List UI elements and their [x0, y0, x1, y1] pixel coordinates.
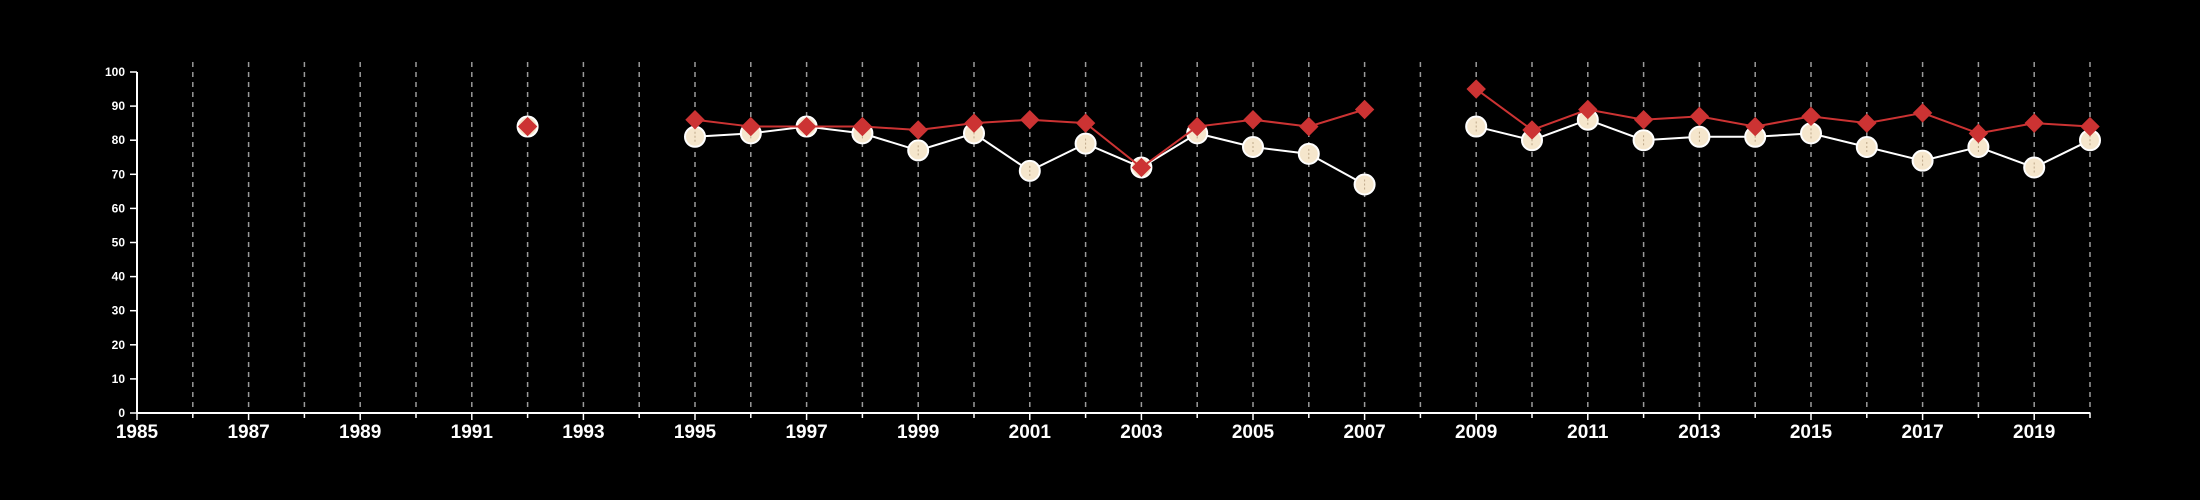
x-tick-label-2003: 2003 — [1120, 422, 1162, 443]
diamond-point-2018 — [1968, 123, 1989, 144]
x-tick-label-1985: 1985 — [116, 422, 159, 443]
y-tick-label-70: 70 — [112, 167, 126, 181]
diamond-point-1998 — [852, 116, 873, 137]
diamond-point-2005 — [1243, 110, 1263, 130]
diamond-point-2012 — [1633, 110, 1654, 130]
diamond-point-1999 — [908, 120, 928, 140]
y-tick-label-20: 20 — [112, 338, 126, 352]
x-tick-label-1993: 1993 — [562, 422, 604, 443]
diamond-point-2011 — [1578, 99, 1598, 120]
x-tick-label-2017: 2017 — [1901, 422, 1943, 443]
diamond-point-2014 — [1745, 116, 1765, 137]
x-tick-label-2015: 2015 — [1790, 422, 1833, 443]
diamond-point-2015 — [1801, 106, 1821, 127]
diamond-point-2013 — [1689, 106, 1710, 127]
x-tick-label-2001: 2001 — [1009, 422, 1052, 443]
y-tick-label-40: 40 — [112, 270, 126, 284]
y-tick-label-30: 30 — [112, 304, 126, 318]
x-tick-label-2013: 2013 — [1678, 422, 1720, 443]
y-tick-label-50: 50 — [112, 236, 126, 250]
diamond-point-1992 — [517, 116, 538, 137]
diamond-point-2003 — [1131, 157, 1152, 178]
x-tick-label-1987: 1987 — [227, 422, 269, 443]
series-diamond — [517, 79, 2100, 178]
y-tick-label-0: 0 — [118, 406, 125, 420]
x-tick-label-1989: 1989 — [339, 422, 381, 443]
y-tick-label-60: 60 — [112, 201, 126, 215]
x-tick-label-1995: 1995 — [674, 422, 717, 443]
diamond-point-2004 — [1187, 116, 1207, 137]
diamond-point-2017 — [1912, 103, 1933, 123]
diamond-point-2009 — [1466, 79, 1486, 99]
x-tick-label-2007: 2007 — [1343, 422, 1385, 443]
diamond-point-1997 — [796, 116, 817, 137]
diamond-point-2019 — [2024, 113, 2044, 133]
series-diamond-line-2 — [1475, 88, 2091, 135]
x-tick-label-1999: 1999 — [897, 422, 939, 443]
diamond-point-2020 — [2080, 116, 2100, 137]
diamond-point-2002 — [1075, 113, 1096, 133]
x-tick-label-2005: 2005 — [1232, 422, 1275, 443]
y-tick-label-10: 10 — [112, 372, 126, 386]
diamond-point-2010 — [1522, 120, 1542, 140]
vertical-gridlines — [192, 62, 2091, 413]
diamond-point-1996 — [741, 116, 761, 137]
diamond-point-2007 — [1354, 99, 1375, 120]
diamond-point-2006 — [1299, 116, 1319, 137]
y-tick-label-90: 90 — [112, 99, 126, 113]
axes: 0 10 20 30 40 50 60 70 80 90 100 1985 1987 1989 1991 19… — [105, 65, 2091, 443]
diamond-point-2016 — [1857, 113, 1877, 133]
series-layer — [516, 79, 2101, 196]
diamond-point-2001 — [1020, 110, 1040, 130]
x-tick-label-2009: 2009 — [1455, 422, 1497, 443]
x-tick-label-1997: 1997 — [785, 422, 827, 443]
series-circle — [516, 108, 2101, 196]
y-tick-label-100: 100 — [105, 65, 125, 79]
x-tick-label-1991: 1991 — [451, 422, 494, 443]
diamond-point-1995 — [685, 110, 705, 130]
x-tick-label-2011: 2011 — [1567, 422, 1609, 443]
y-tick-label-80: 80 — [112, 133, 126, 147]
diamond-point-2000 — [964, 113, 984, 133]
x-tick-label-2019: 2019 — [2013, 422, 2055, 443]
